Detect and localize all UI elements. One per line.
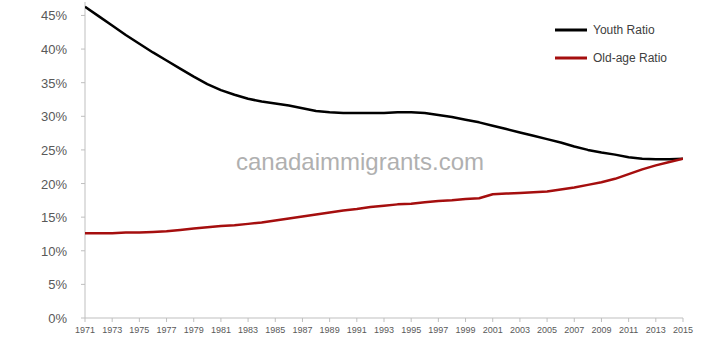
x-tick [547,318,548,322]
x-tick-label: 1977 [157,325,177,335]
x-tick-label: 1997 [428,325,448,335]
series-group [85,7,683,234]
y-tick [81,49,85,50]
x-tick [601,318,602,322]
x-tick-label: 2011 [619,325,638,335]
x-tick-label: 1995 [401,325,421,335]
y-tick [81,284,85,285]
x-tick [275,318,276,322]
x-tick-label: 2013 [646,325,666,335]
y-tick-label: 0% [48,311,67,326]
x-tick-label: 1985 [265,325,285,335]
x-tick [683,318,684,322]
x-tick [628,318,629,322]
legend-label: Old-age Ratio [593,51,667,65]
x-tick-label: 2005 [537,325,557,335]
x-tick [356,318,357,322]
x-tick-label: 1981 [211,325,231,335]
y-tick-label: 20% [41,177,67,192]
y-tick [81,82,85,83]
legend-label: Youth Ratio [593,23,655,37]
x-tick [112,318,113,322]
x-tick [85,318,86,322]
x-tick-label: 2003 [510,325,530,335]
x-tick [574,318,575,322]
y-tick [81,149,85,150]
y-tick-label: 25% [41,143,67,158]
y-tick-label: 35% [41,76,67,91]
x-tick [411,318,412,322]
x-tick-label: 2015 [673,325,693,335]
x-tick [166,318,167,322]
x-tick [655,318,656,322]
x-tick-label: 1999 [456,325,476,335]
legend-swatch [555,57,587,60]
x-tick-label: 1975 [129,325,149,335]
x-tick-label: 1991 [347,325,367,335]
legend-swatch [555,29,587,32]
x-tick [193,318,194,322]
chart: canadaimmigrants.com 0% 5% 10% 15% 20% 25% 30% 3… [0,0,720,340]
y-tick-label: 10% [41,244,67,259]
page: {"chart_data": {"type": "line", "annotat… [0,0,720,340]
y-tick-label: 40% [41,42,67,57]
x-tick [519,318,520,322]
x-tick-label: 1971 [75,325,95,335]
watermark: canadaimmigrants.com [236,148,484,175]
y-tick-label: 15% [41,210,67,225]
y-tick-label: 45% [41,8,67,23]
x-tick-label: 1979 [184,325,204,335]
x-tick [492,318,493,322]
x-tick-label: 2001 [483,325,503,335]
x-tick [438,318,439,322]
y-tick [81,318,85,319]
x-tick-label: 1973 [102,325,122,335]
series-line [85,159,683,234]
y-tick-label: 5% [48,277,67,292]
x-tick-label: 2009 [591,325,611,335]
x-tick-label: 1989 [320,325,340,335]
y-tick [81,15,85,16]
x-tick [384,318,385,322]
x-tick-label: 1983 [238,325,258,335]
y-tick-label: 30% [41,109,67,124]
x-tick [248,318,249,322]
y-tick [81,217,85,218]
legend: Youth Ratio Old-age Ratio [555,23,667,65]
x-tick-label: 2007 [564,325,584,335]
x-tick [329,318,330,322]
x-tick [139,318,140,322]
x-tick [302,318,303,322]
series-line [85,7,683,160]
y-tick [81,183,85,184]
y-tick [81,250,85,251]
x-tick-label: 1993 [374,325,394,335]
x-tick [465,318,466,322]
y-tick [81,116,85,117]
x-tick-label: 1987 [292,325,312,335]
x-tick [220,318,221,322]
